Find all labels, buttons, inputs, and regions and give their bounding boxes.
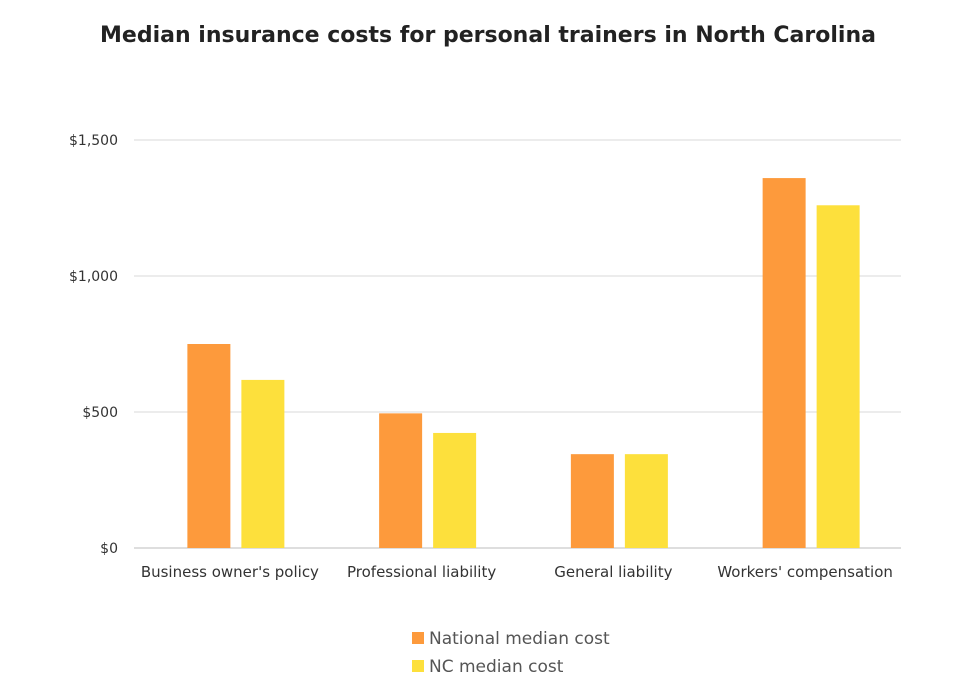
bar-national-1: [379, 413, 423, 548]
x-category-label: Workers' compensation: [717, 563, 893, 581]
y-axis-ticks: $0 $500 $1,000 $1,500: [69, 133, 118, 557]
bar-national-0: [187, 344, 231, 548]
y-tick-label: $0: [100, 541, 118, 557]
x-category-label: General liability: [554, 563, 672, 581]
legend: National median cost NC median cost: [412, 629, 610, 677]
bar-nc-0: [241, 379, 285, 548]
legend-label: NC median cost: [429, 657, 564, 677]
y-tick-label: $1,000: [69, 269, 118, 285]
bar-nc-3: [816, 205, 860, 548]
y-tick-label: $500: [82, 405, 118, 421]
bar-national-2: [570, 454, 614, 548]
legend-label: National median cost: [429, 629, 610, 649]
chart-title: Median insurance costs for personal trai…: [100, 23, 876, 48]
bar-nc-1: [433, 432, 477, 548]
y-tick-label: $1,500: [69, 133, 118, 149]
bars: [187, 178, 860, 548]
legend-swatch: [412, 632, 424, 644]
bar-national-3: [762, 178, 806, 548]
legend-swatch: [412, 660, 424, 672]
category-labels: Business owner's policy Professional liab…: [141, 563, 893, 581]
bar-nc-2: [624, 454, 668, 548]
x-category-label: Professional liability: [347, 563, 496, 581]
x-category-label: Business owner's policy: [141, 563, 319, 581]
